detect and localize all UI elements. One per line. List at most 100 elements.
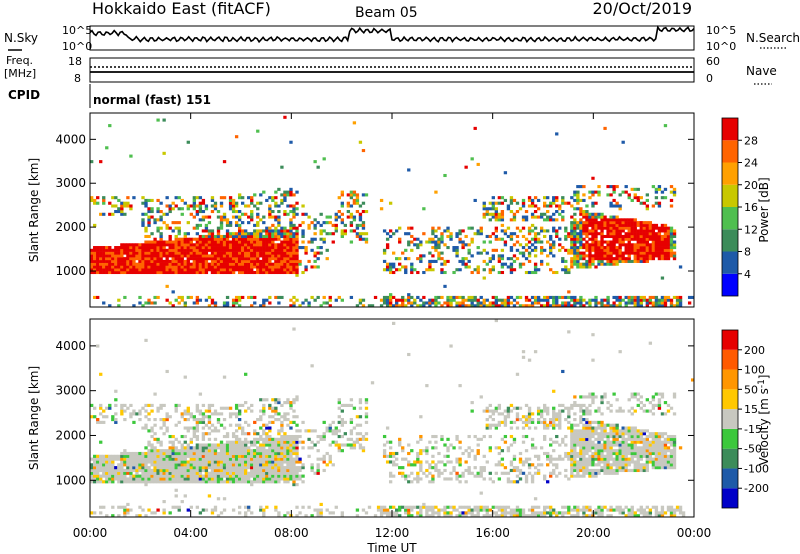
power-cell	[497, 212, 502, 216]
power-cell	[334, 229, 338, 233]
velocity-cell	[168, 477, 172, 481]
power-cell	[503, 262, 508, 266]
power-cell	[207, 243, 212, 247]
velocity-cell	[416, 505, 420, 509]
power-cell	[467, 251, 471, 255]
power-cell	[228, 257, 233, 261]
power-cell	[398, 226, 402, 230]
power-cell	[237, 259, 242, 263]
velocity-cell	[458, 384, 462, 388]
power-cell	[561, 218, 565, 222]
power-cell	[210, 210, 215, 214]
velocity-cell	[536, 406, 541, 410]
velocity-cell	[165, 451, 169, 456]
velocity-cell	[558, 409, 562, 413]
power-cell	[147, 243, 151, 247]
velocity-cell	[340, 514, 344, 518]
velocity-cell	[286, 471, 290, 475]
power-cell	[147, 251, 151, 255]
velocity-cell	[500, 505, 505, 509]
velocity-cell	[259, 443, 263, 447]
power-cell	[250, 196, 254, 200]
power-cell	[407, 226, 411, 230]
power-cell	[615, 259, 619, 263]
velocity-cell	[210, 454, 215, 458]
velocity-cell	[244, 440, 248, 444]
power-cell	[579, 246, 583, 250]
velocity-cell	[274, 474, 278, 478]
power-cell	[93, 246, 97, 250]
power-cell	[277, 254, 281, 258]
power-cell	[669, 246, 674, 250]
velocity-cell	[283, 415, 287, 419]
power-cell	[666, 246, 671, 250]
power-cell	[117, 265, 121, 269]
power-cell	[286, 234, 290, 239]
power-cell	[591, 298, 595, 302]
power-cell	[250, 259, 254, 263]
power-cell	[461, 246, 465, 250]
power-cell	[606, 248, 610, 252]
power-cell	[292, 268, 296, 272]
power-cell	[606, 298, 610, 302]
power-cell	[597, 215, 601, 219]
velocity-cell	[494, 511, 498, 515]
velocity-cell	[295, 415, 299, 419]
velocity-cell	[213, 468, 218, 473]
velocity-cell	[165, 426, 169, 430]
power-cell	[147, 207, 151, 211]
power-cell	[192, 196, 196, 200]
power-cell	[349, 240, 354, 244]
power-cell	[549, 234, 553, 239]
power-cell	[561, 246, 565, 250]
power-cell	[621, 140, 625, 144]
power-cell	[277, 232, 281, 236]
velocity-cell	[286, 423, 290, 427]
velocity-cell	[446, 437, 450, 441]
power-cell	[678, 304, 683, 308]
velocity-cell	[488, 409, 492, 413]
power-cell	[434, 246, 438, 250]
power-cell	[253, 193, 257, 197]
power-cell	[576, 237, 580, 241]
power-cell	[177, 295, 181, 299]
power-cell	[201, 270, 206, 275]
power-cell	[555, 196, 559, 200]
power-cell	[90, 198, 94, 202]
velocity-cell	[358, 443, 363, 447]
velocity-cell	[186, 449, 190, 453]
power-cell	[274, 196, 278, 200]
velocity-cell	[500, 437, 505, 441]
velocity-cell	[144, 474, 148, 478]
power-cell	[195, 232, 200, 236]
velocity-cell	[150, 426, 154, 430]
velocity-cell	[259, 434, 263, 439]
power-cell	[159, 270, 163, 275]
power-cell	[277, 301, 281, 305]
power-cell	[322, 237, 326, 241]
power-cell	[256, 223, 260, 227]
velocity-cell	[268, 406, 272, 410]
velocity-cell	[90, 466, 94, 470]
velocity-cell	[156, 474, 160, 478]
velocity-cell	[156, 480, 160, 484]
power-cell	[410, 268, 414, 272]
velocity-cell	[219, 446, 224, 450]
velocity-cell	[533, 350, 538, 354]
velocity-cell	[177, 449, 181, 453]
power-cell	[440, 251, 444, 255]
power-cell	[99, 254, 103, 258]
power-cell	[105, 268, 109, 272]
power-cell	[669, 301, 674, 305]
velocity-cell	[539, 514, 544, 518]
power-cell	[219, 226, 224, 230]
velocity-cell	[518, 457, 523, 461]
velocity-cell	[129, 403, 133, 407]
power-cell	[189, 237, 193, 241]
velocity-cell	[382, 449, 387, 453]
power-cell	[573, 248, 577, 252]
power-cell	[515, 257, 520, 261]
power-cell	[543, 201, 547, 205]
velocity-cell	[241, 429, 245, 433]
power-cell	[201, 234, 206, 239]
